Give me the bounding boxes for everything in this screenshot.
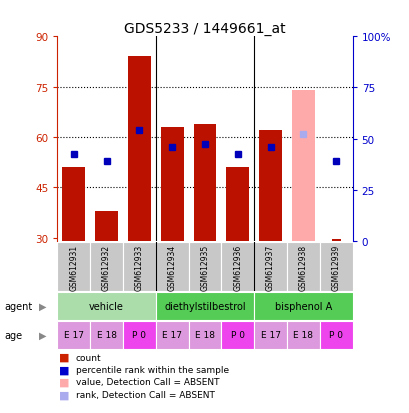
Text: E 17: E 17	[64, 330, 83, 339]
Bar	[128, 57, 151, 242]
Text: E 18: E 18	[293, 330, 312, 339]
Bar	[258, 131, 281, 242]
Text: value, Detection Call = ABSENT: value, Detection Call = ABSENT	[76, 377, 219, 387]
Bar	[319, 242, 352, 291]
Text: rank, Detection Call = ABSENT: rank, Detection Call = ABSENT	[76, 390, 214, 399]
Text: bisphenol A: bisphenol A	[274, 301, 331, 311]
Text: age: age	[4, 330, 22, 340]
Text: GSM612931: GSM612931	[69, 244, 78, 290]
Bar	[90, 242, 123, 291]
Bar	[188, 242, 221, 291]
Text: ■: ■	[59, 352, 70, 362]
Bar	[188, 321, 221, 349]
Text: GSM612935: GSM612935	[200, 244, 209, 290]
Bar	[291, 91, 314, 242]
Bar	[123, 242, 155, 291]
Bar	[254, 242, 286, 291]
Text: P 0: P 0	[328, 330, 342, 339]
Text: diethylstilbestrol: diethylstilbestrol	[164, 301, 245, 311]
Text: P 0: P 0	[230, 330, 244, 339]
Bar	[95, 211, 118, 242]
Text: E 17: E 17	[162, 330, 182, 339]
Text: GSM612936: GSM612936	[233, 244, 242, 290]
Text: ▶: ▶	[39, 330, 46, 340]
Bar	[221, 242, 254, 291]
Text: ■: ■	[59, 377, 70, 387]
Text: agent: agent	[4, 301, 32, 311]
Bar	[57, 242, 90, 291]
Bar	[155, 292, 254, 320]
Text: E 18: E 18	[195, 330, 214, 339]
Bar	[57, 321, 90, 349]
Bar	[226, 168, 249, 242]
Bar	[254, 292, 352, 320]
Bar	[331, 239, 340, 242]
Bar	[62, 168, 85, 242]
Bar	[193, 124, 216, 242]
Text: ■: ■	[59, 389, 70, 399]
Text: ■: ■	[59, 365, 70, 375]
Text: ▶: ▶	[39, 301, 46, 311]
Title: GDS5233 / 1449661_at: GDS5233 / 1449661_at	[124, 22, 285, 36]
Text: percentile rank within the sample: percentile rank within the sample	[76, 365, 228, 374]
Bar	[286, 321, 319, 349]
Bar	[254, 321, 286, 349]
Bar	[160, 128, 183, 242]
Text: vehicle: vehicle	[89, 301, 124, 311]
Bar	[155, 321, 188, 349]
Text: GSM612938: GSM612938	[298, 244, 307, 290]
Text: GSM612933: GSM612933	[135, 244, 144, 290]
Bar	[286, 242, 319, 291]
Bar	[123, 321, 155, 349]
Text: GSM612937: GSM612937	[265, 244, 274, 290]
Text: count: count	[76, 353, 101, 362]
Text: GSM612939: GSM612939	[331, 244, 340, 290]
Bar	[319, 321, 352, 349]
Text: E 18: E 18	[97, 330, 116, 339]
Bar	[90, 321, 123, 349]
Text: GSM612932: GSM612932	[102, 244, 111, 290]
Text: E 17: E 17	[260, 330, 280, 339]
Bar	[155, 242, 188, 291]
Text: P 0: P 0	[132, 330, 146, 339]
Bar	[221, 321, 254, 349]
Text: GSM612934: GSM612934	[167, 244, 176, 290]
Bar	[57, 292, 155, 320]
